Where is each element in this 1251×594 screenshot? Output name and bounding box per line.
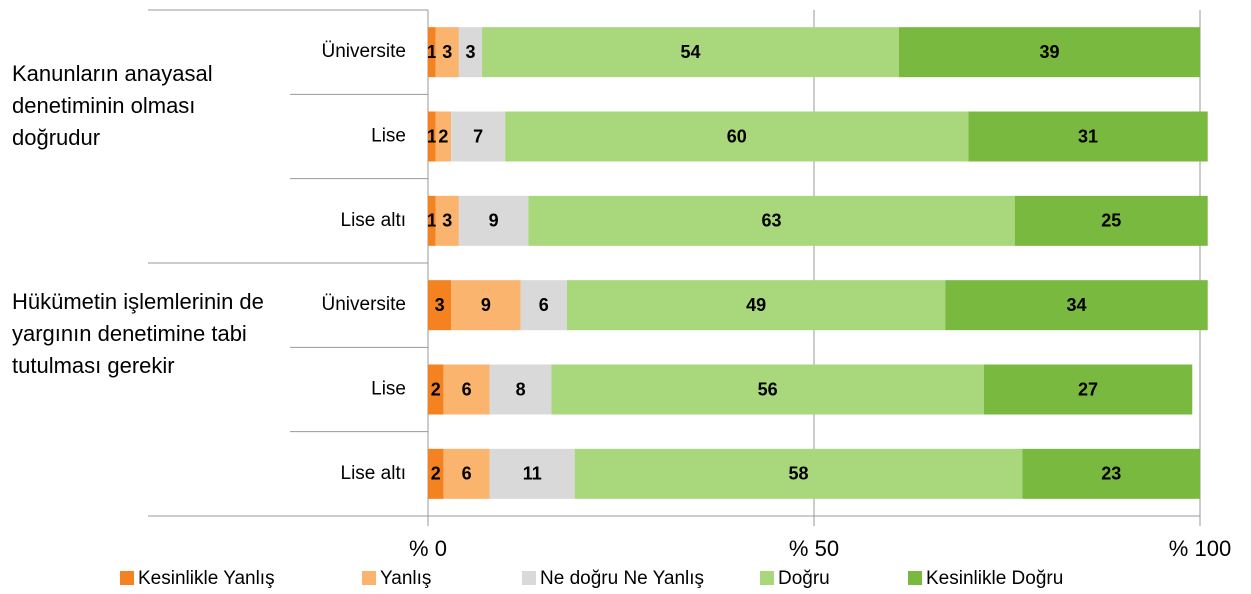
data-label: 49 (746, 295, 766, 315)
bar-segment (945, 280, 1208, 331)
bar-segment (428, 111, 436, 162)
bar-segment (566, 280, 946, 331)
bar-segment (898, 27, 1200, 78)
data-label: 25 (1101, 211, 1121, 231)
legend-swatch (908, 571, 922, 585)
data-label: 2 (431, 464, 441, 484)
bar-segment (428, 448, 444, 499)
legend-swatch (120, 571, 134, 585)
bar-segment (458, 195, 529, 246)
data-label: 7 (473, 126, 483, 146)
bar-segment (428, 195, 436, 246)
data-label: 63 (762, 211, 782, 231)
x-tick-label: % 0 (409, 536, 447, 561)
data-label: 31 (1078, 126, 1098, 146)
bar-segment (451, 280, 521, 331)
bar-segment (551, 364, 984, 415)
bar-segment (428, 364, 444, 415)
bar-segment (983, 364, 1193, 415)
legend-label: Doğru (778, 568, 830, 589)
data-label: 3 (435, 295, 445, 315)
bar-segment (968, 111, 1208, 162)
data-label: 3 (465, 42, 475, 62)
bar-segment (428, 27, 436, 78)
bar-segment (1022, 448, 1200, 499)
data-label: 23 (1101, 464, 1121, 484)
y-tick-label: Üniversite (322, 294, 406, 315)
data-label: 3 (442, 211, 452, 231)
data-label: 1 (427, 126, 437, 146)
legend-label: Kesinlikle Yanlış (138, 568, 275, 589)
bar-segment (489, 448, 575, 499)
bar-segment (435, 27, 459, 78)
bar-segment (458, 27, 483, 78)
x-tick-label: % 50 (789, 536, 839, 561)
data-label: 3 (442, 42, 452, 62)
bar-segment (435, 195, 459, 246)
legend-label: Yanlış (380, 568, 431, 589)
y-tick-label: Lise (371, 126, 406, 147)
bar-segment (528, 195, 1015, 246)
y-tick-label: Lise altı (341, 210, 406, 231)
data-label: 39 (1039, 42, 1059, 62)
data-label: 6 (462, 464, 472, 484)
legend-swatch (522, 571, 536, 585)
data-label: 9 (481, 295, 491, 315)
bar-segment (520, 280, 567, 331)
data-label: 1 (427, 211, 437, 231)
legend-label: Ne doğru Ne Yanlış (540, 568, 704, 589)
bar-segment (443, 448, 490, 499)
x-tick-label: % 100 (1169, 536, 1231, 561)
bar-segment (451, 111, 506, 162)
legend-swatch (760, 571, 774, 585)
bar-segment (428, 280, 452, 331)
group-label: Hükümetin işlemlerinin de yargının denet… (12, 289, 264, 378)
data-label: 8 (516, 379, 526, 399)
group-label: Kanunların anayasal denetiminin olması d… (12, 61, 213, 150)
bar-segment (443, 364, 490, 415)
y-tick-label: Lise altı (341, 463, 406, 484)
bar-segment (1014, 195, 1208, 246)
data-label: 6 (539, 295, 549, 315)
data-label: 6 (462, 379, 472, 399)
bar-segment (482, 27, 899, 78)
data-label: 58 (789, 464, 809, 484)
data-label: 27 (1078, 379, 1098, 399)
bar-segment (489, 364, 552, 415)
data-label: 1 (427, 42, 437, 62)
data-label: 56 (758, 379, 778, 399)
data-label: 2 (431, 379, 441, 399)
data-label: 34 (1066, 295, 1086, 315)
data-label: 11 (523, 464, 542, 484)
data-label: 60 (727, 126, 747, 146)
bar-segment (505, 111, 969, 162)
y-tick-label: Üniversite (322, 41, 406, 62)
data-label: 54 (680, 42, 700, 62)
y-tick-label: Lise (371, 379, 406, 400)
data-label: 9 (489, 211, 499, 231)
data-label: 2 (438, 126, 448, 146)
bar-segment (574, 448, 1023, 499)
legend-swatch (362, 571, 376, 585)
bar-segment (435, 111, 452, 162)
legend-label: Kesinlikle Doğru (926, 568, 1063, 589)
